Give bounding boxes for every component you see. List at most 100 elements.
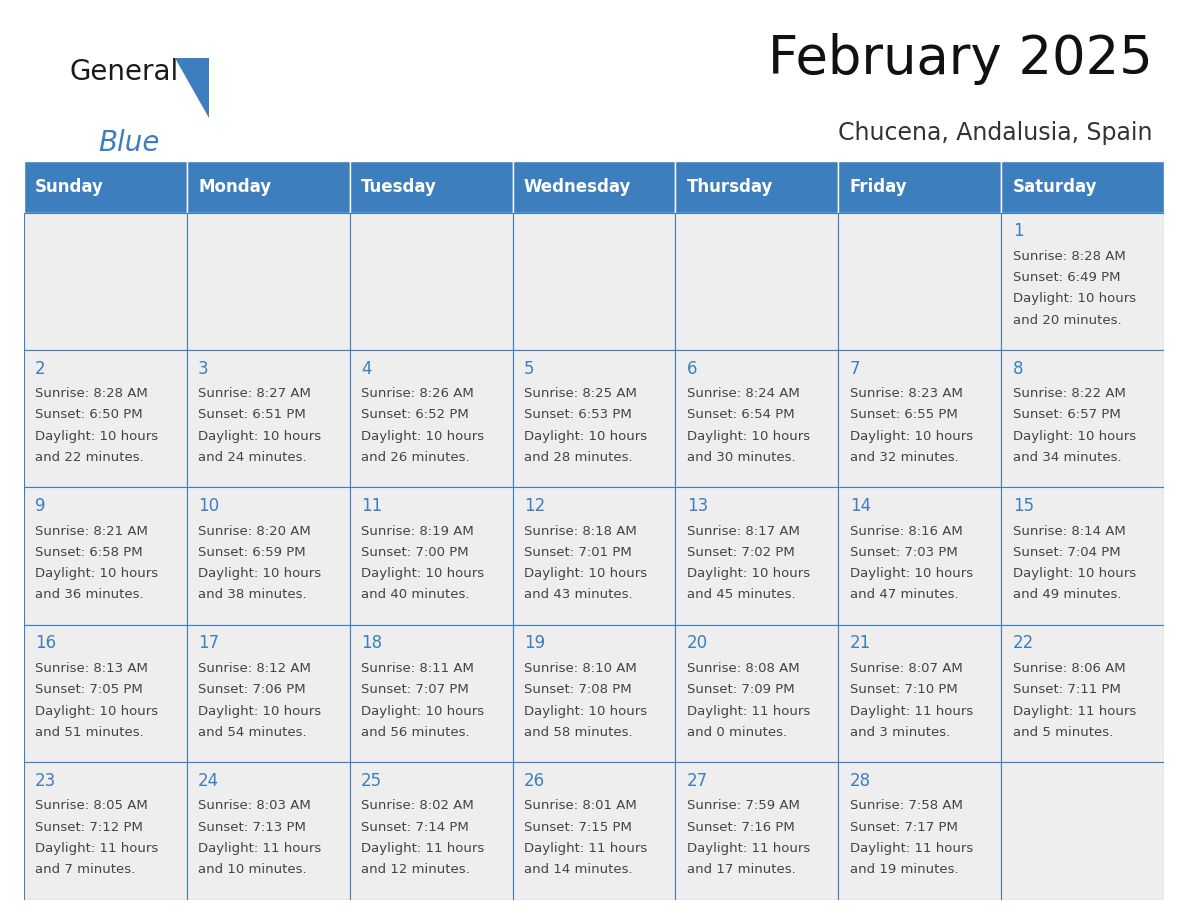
Text: Sunset: 6:59 PM: Sunset: 6:59 PM (198, 546, 305, 559)
Text: Monday: Monday (198, 177, 271, 196)
Bar (349, 161, 512, 213)
Text: 22: 22 (1012, 634, 1034, 653)
Text: and 47 minutes.: and 47 minutes. (849, 588, 959, 601)
Text: Sunset: 6:55 PM: Sunset: 6:55 PM (849, 409, 958, 421)
Text: Daylight: 10 hours: Daylight: 10 hours (36, 567, 158, 580)
Bar (349, 350, 512, 487)
Text: Sunrise: 8:07 AM: Sunrise: 8:07 AM (849, 662, 962, 675)
Text: 5: 5 (524, 360, 535, 377)
Text: and 26 minutes.: and 26 minutes. (361, 451, 469, 465)
Text: Daylight: 10 hours: Daylight: 10 hours (198, 567, 321, 580)
Text: 2: 2 (36, 360, 46, 377)
Bar (24, 213, 187, 350)
Text: Sunrise: 8:25 AM: Sunrise: 8:25 AM (524, 387, 637, 400)
Bar (24, 487, 187, 625)
Text: and 28 minutes.: and 28 minutes. (524, 451, 632, 465)
Text: 24: 24 (198, 772, 220, 789)
Text: Sunrise: 8:14 AM: Sunrise: 8:14 AM (1012, 524, 1125, 538)
Bar (24, 625, 187, 762)
Text: and 38 minutes.: and 38 minutes. (198, 588, 307, 601)
Text: Sunrise: 8:08 AM: Sunrise: 8:08 AM (687, 662, 800, 675)
Text: Sunrise: 7:58 AM: Sunrise: 7:58 AM (849, 800, 962, 812)
Text: Daylight: 11 hours: Daylight: 11 hours (849, 704, 973, 718)
Bar (187, 161, 349, 213)
Text: Daylight: 10 hours: Daylight: 10 hours (524, 430, 647, 442)
Bar (1001, 350, 1164, 487)
Text: Sunrise: 8:12 AM: Sunrise: 8:12 AM (198, 662, 311, 675)
Text: Daylight: 11 hours: Daylight: 11 hours (36, 842, 158, 855)
Text: Sunset: 7:10 PM: Sunset: 7:10 PM (849, 683, 958, 696)
Text: Sunset: 7:17 PM: Sunset: 7:17 PM (849, 821, 958, 834)
Text: and 34 minutes.: and 34 minutes. (1012, 451, 1121, 465)
Text: Sunset: 7:05 PM: Sunset: 7:05 PM (36, 683, 143, 696)
Text: Sunset: 7:12 PM: Sunset: 7:12 PM (36, 821, 143, 834)
Text: and 17 minutes.: and 17 minutes. (687, 863, 796, 877)
Text: Sunrise: 8:28 AM: Sunrise: 8:28 AM (1012, 250, 1125, 263)
Bar (187, 625, 349, 762)
Bar (1001, 625, 1164, 762)
Text: 14: 14 (849, 498, 871, 515)
Text: Sunrise: 8:22 AM: Sunrise: 8:22 AM (1012, 387, 1125, 400)
Text: 15: 15 (1012, 498, 1034, 515)
Bar (1001, 161, 1164, 213)
Text: Sunrise: 8:10 AM: Sunrise: 8:10 AM (524, 662, 637, 675)
Text: Daylight: 10 hours: Daylight: 10 hours (198, 430, 321, 442)
Text: 19: 19 (524, 634, 545, 653)
Text: and 32 minutes.: and 32 minutes. (849, 451, 959, 465)
Text: Sunrise: 8:28 AM: Sunrise: 8:28 AM (36, 387, 148, 400)
Text: Sunrise: 8:06 AM: Sunrise: 8:06 AM (1012, 662, 1125, 675)
Text: Tuesday: Tuesday (361, 177, 437, 196)
Text: Sunrise: 7:59 AM: Sunrise: 7:59 AM (687, 800, 800, 812)
Text: and 36 minutes.: and 36 minutes. (36, 588, 144, 601)
Text: Daylight: 10 hours: Daylight: 10 hours (36, 430, 158, 442)
Text: Daylight: 11 hours: Daylight: 11 hours (524, 842, 647, 855)
Text: and 58 minutes.: and 58 minutes. (524, 726, 632, 739)
Text: Sunrise: 8:19 AM: Sunrise: 8:19 AM (361, 524, 474, 538)
Bar (24, 350, 187, 487)
Bar (512, 350, 676, 487)
Text: and 49 minutes.: and 49 minutes. (1012, 588, 1121, 601)
Bar (839, 161, 1001, 213)
Text: Sunrise: 8:03 AM: Sunrise: 8:03 AM (198, 800, 311, 812)
Text: Sunset: 7:11 PM: Sunset: 7:11 PM (1012, 683, 1120, 696)
Text: 27: 27 (687, 772, 708, 789)
Text: Daylight: 10 hours: Daylight: 10 hours (198, 704, 321, 718)
Text: and 43 minutes.: and 43 minutes. (524, 588, 632, 601)
Text: Sunset: 7:09 PM: Sunset: 7:09 PM (687, 683, 795, 696)
Text: 28: 28 (849, 772, 871, 789)
Text: and 24 minutes.: and 24 minutes. (198, 451, 307, 465)
Text: and 5 minutes.: and 5 minutes. (1012, 726, 1113, 739)
Text: Sunset: 7:16 PM: Sunset: 7:16 PM (687, 821, 795, 834)
Bar (676, 213, 839, 350)
Bar (676, 762, 839, 900)
Text: 11: 11 (361, 498, 383, 515)
Text: Blue: Blue (97, 129, 159, 157)
Text: Sunset: 6:52 PM: Sunset: 6:52 PM (361, 409, 469, 421)
Text: Sunset: 7:03 PM: Sunset: 7:03 PM (849, 546, 958, 559)
Bar (1001, 762, 1164, 900)
Text: Daylight: 11 hours: Daylight: 11 hours (1012, 704, 1136, 718)
Text: 23: 23 (36, 772, 56, 789)
Text: Sunrise: 8:24 AM: Sunrise: 8:24 AM (687, 387, 800, 400)
Text: Daylight: 11 hours: Daylight: 11 hours (687, 704, 810, 718)
Text: Sunrise: 8:01 AM: Sunrise: 8:01 AM (524, 800, 637, 812)
Text: Saturday: Saturday (1012, 177, 1098, 196)
Bar (349, 213, 512, 350)
Text: 16: 16 (36, 634, 56, 653)
Text: 17: 17 (198, 634, 220, 653)
Text: and 20 minutes.: and 20 minutes. (1012, 314, 1121, 327)
Text: Daylight: 10 hours: Daylight: 10 hours (687, 567, 810, 580)
Text: Sunrise: 8:18 AM: Sunrise: 8:18 AM (524, 524, 637, 538)
Text: and 12 minutes.: and 12 minutes. (361, 863, 469, 877)
Bar (839, 762, 1001, 900)
Text: 6: 6 (687, 360, 697, 377)
Bar (187, 350, 349, 487)
Text: Daylight: 10 hours: Daylight: 10 hours (524, 567, 647, 580)
Text: Sunset: 7:00 PM: Sunset: 7:00 PM (361, 546, 468, 559)
Text: 13: 13 (687, 498, 708, 515)
Text: Sunrise: 8:23 AM: Sunrise: 8:23 AM (849, 387, 962, 400)
Text: Sunset: 7:04 PM: Sunset: 7:04 PM (1012, 546, 1120, 559)
Bar (839, 350, 1001, 487)
Text: Sunrise: 8:02 AM: Sunrise: 8:02 AM (361, 800, 474, 812)
Bar (512, 213, 676, 350)
